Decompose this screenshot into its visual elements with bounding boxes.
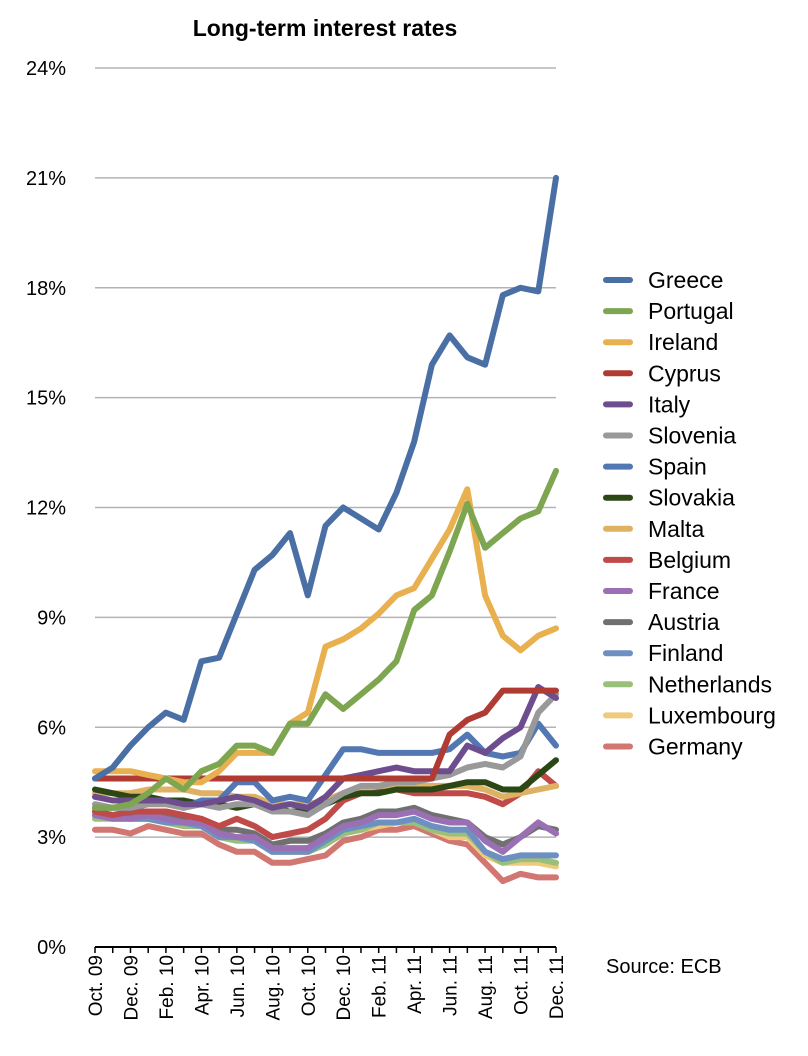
x-tick-label: Dec. 10 xyxy=(334,955,355,1020)
legend-label: Slovakia xyxy=(648,485,735,511)
legend: Greece Portugal Ireland Cyprus Italy Slovenia… xyxy=(603,267,776,760)
x-tick-label: Dec. 09 xyxy=(121,955,142,1020)
y-tick-label: 15% xyxy=(26,388,66,410)
legend-label: Ireland xyxy=(648,329,718,355)
x-axis-ticks: Oct. 09 Dec. 09 Feb. 10 Apr. 10 Jun. 10 Aug. … xyxy=(86,947,568,1021)
x-tick-label: Apr. 10 xyxy=(192,955,213,1015)
y-tick-label: 24% xyxy=(26,58,66,80)
y-tick-label: 21% xyxy=(26,168,66,190)
y-tick-label: 12% xyxy=(26,498,66,520)
legend-label: Cyprus xyxy=(648,360,721,386)
y-tick-label: 9% xyxy=(37,607,66,629)
y-tick-label: 18% xyxy=(26,278,66,300)
y-tick-label: 6% xyxy=(37,717,66,739)
series-lines xyxy=(92,174,559,885)
legend-label: Netherlands xyxy=(648,671,772,697)
series-line-greece xyxy=(92,174,559,782)
series-line-germany xyxy=(92,823,559,885)
x-tick-label: Jun. 11 xyxy=(441,955,462,1016)
legend-label: Slovenia xyxy=(648,423,736,449)
x-tick-label: Aug. 10 xyxy=(263,955,284,1021)
legend-label: Greece xyxy=(648,267,723,293)
source-note: Source: ECB xyxy=(606,956,722,978)
x-tick-label: Oct. 11 xyxy=(512,955,533,1015)
x-tick-label: Apr. 11 xyxy=(405,955,426,1014)
x-tick-label: Dec. 11 xyxy=(547,955,568,1019)
legend-label: Belgium xyxy=(648,547,731,573)
gridlines xyxy=(95,67,556,838)
legend-label: Portugal xyxy=(648,298,734,324)
x-tick-label: Jun. 10 xyxy=(228,955,249,1017)
x-tick-label: Feb. 11 xyxy=(370,955,391,1018)
y-tick-label: 3% xyxy=(37,827,66,849)
x-tick-label: Oct. 10 xyxy=(299,955,320,1016)
x-tick-label: Oct. 09 xyxy=(86,955,107,1016)
legend-label: Finland xyxy=(648,640,723,666)
y-tick-label: 0% xyxy=(37,937,66,959)
x-tick-label: Aug. 11 xyxy=(476,955,497,1019)
legend-label: Italy xyxy=(648,391,691,417)
legend-label: France xyxy=(648,578,720,604)
legend-label: Spain xyxy=(648,454,707,480)
legend-label: Malta xyxy=(648,516,704,542)
legend-label: Austria xyxy=(648,609,720,635)
series-line-france xyxy=(92,808,559,855)
y-axis-ticks: 0% 3% 6% 9% 12% 15% 18% 21% 24% xyxy=(26,58,66,959)
x-tick-label: Feb. 10 xyxy=(157,955,178,1019)
chart-title: Long-term interest rates xyxy=(193,15,458,41)
series-line-belgium xyxy=(92,768,559,841)
legend-label: Luxembourg xyxy=(648,702,776,728)
series-line-portugal xyxy=(92,467,559,811)
series-line-malta xyxy=(92,782,559,808)
series-line-italy xyxy=(92,684,559,811)
legend-label: Germany xyxy=(648,734,743,760)
series-line-slovenia xyxy=(92,691,559,819)
